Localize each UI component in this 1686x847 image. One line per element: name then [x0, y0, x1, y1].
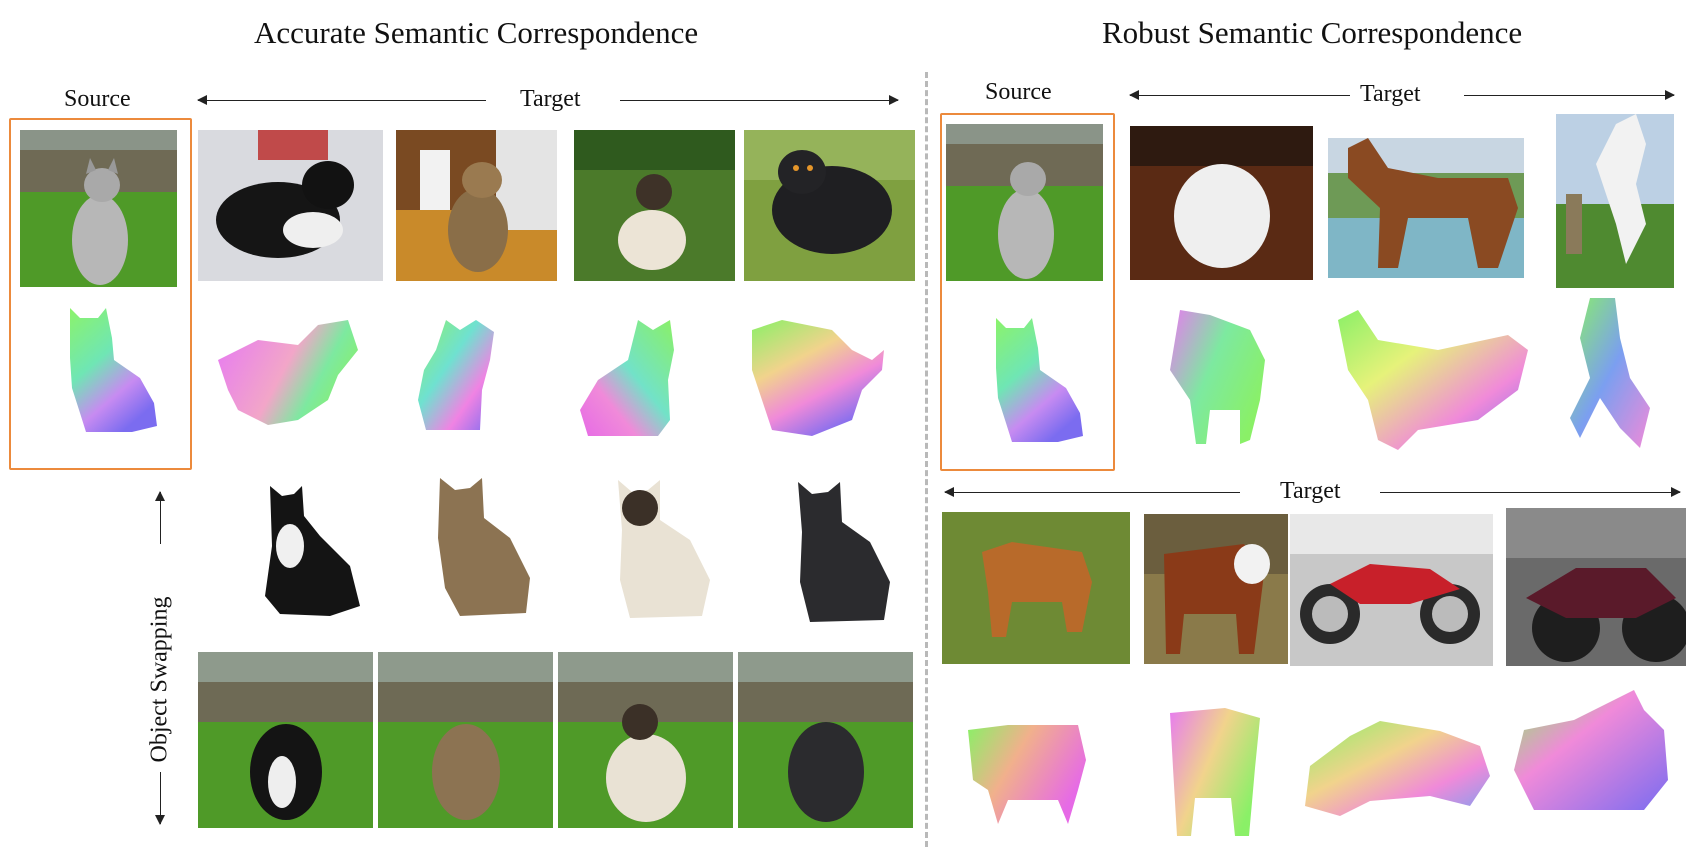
right-flow-brown-cow [968, 720, 1088, 824]
white-dog-photo [1130, 126, 1313, 280]
swap-result-siamese-cat [558, 652, 733, 828]
swap-arrow-down [155, 772, 165, 825]
right-source-label: Source [985, 79, 1052, 105]
left-flow-map-1 [218, 320, 358, 430]
left-source-flow-map [62, 308, 165, 436]
right-flow-brown-horse [1338, 310, 1528, 450]
swap-arrow-up [155, 491, 165, 544]
right-target-label-bottom: Target [1280, 478, 1341, 504]
brown-cow-photo [942, 512, 1130, 664]
left-flow-map-2 [416, 320, 500, 432]
right-target-label-top: Target [1360, 81, 1421, 107]
right-flow-maroon-motorcycle [1514, 690, 1668, 812]
swap-result-black-persian-cat [738, 652, 913, 828]
panel-divider [925, 72, 928, 847]
object-swapping-label: Object Swapping [146, 596, 173, 763]
hereford-calf-photo [1144, 514, 1288, 664]
left-target-label: Target [520, 86, 581, 112]
right-flow-white-horse [1560, 298, 1660, 448]
right-flow-red-motorcycle [1300, 716, 1492, 816]
left-target-arrow-left [197, 95, 486, 105]
tabby-cat-photo [396, 130, 557, 281]
right-source-cat-photo [946, 124, 1103, 281]
swap-result-tabby-cat [378, 652, 553, 828]
right-flow-dog [1170, 310, 1270, 445]
brown-horse-photo [1328, 138, 1524, 278]
swap-result-black-white-cat [198, 652, 373, 828]
maroon-motorcycle-photo [1506, 508, 1686, 666]
left-source-box [9, 118, 192, 470]
cutout-tabby-cat [430, 478, 540, 618]
cutout-siamese-cat [610, 480, 715, 620]
left-source-cat-photo [20, 130, 177, 287]
left-source-label: Source [64, 86, 131, 112]
cutout-black-white-cat [260, 486, 360, 621]
left-target-arrow-right [620, 95, 899, 105]
right-bottom-arrow-left [944, 487, 1240, 497]
right-target-arrow-right [1464, 90, 1675, 100]
left-flow-map-3 [578, 320, 678, 438]
right-panel-title: Robust Semantic Correspondence [1102, 15, 1523, 50]
red-motorcycle-photo [1290, 514, 1493, 666]
right-bottom-arrow-right [1380, 487, 1681, 497]
right-source-box [940, 113, 1115, 471]
left-flow-map-4 [752, 320, 884, 438]
siamese-cat-photo [574, 130, 735, 281]
white-horse-rearing-photo [1556, 114, 1674, 288]
right-flow-hereford-calf [1165, 708, 1265, 836]
cutout-black-persian-cat [790, 482, 895, 624]
black-persian-cat-photo [744, 130, 915, 281]
right-source-flow-map [988, 318, 1091, 446]
left-panel-title: Accurate Semantic Correspondence [254, 15, 699, 50]
black-white-cat-photo [198, 130, 383, 281]
right-target-arrow-left [1129, 90, 1350, 100]
